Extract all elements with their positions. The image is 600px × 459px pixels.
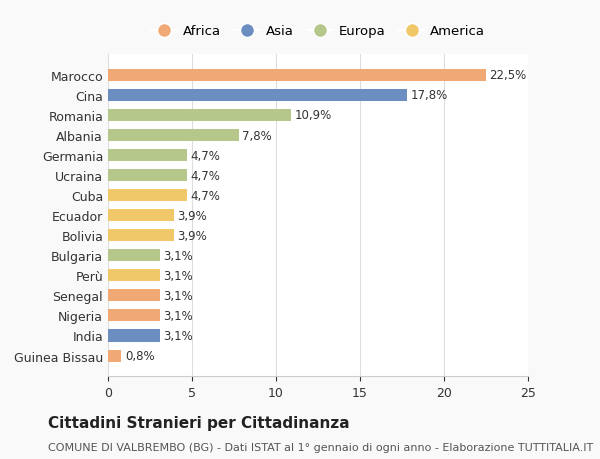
Bar bbox=[108, 210, 173, 222]
Bar bbox=[108, 270, 160, 282]
Bar bbox=[108, 90, 407, 102]
Text: 3,9%: 3,9% bbox=[177, 229, 206, 242]
Bar bbox=[108, 250, 160, 262]
Text: 0,8%: 0,8% bbox=[125, 349, 154, 362]
Text: 22,5%: 22,5% bbox=[490, 69, 527, 82]
Bar bbox=[108, 350, 121, 362]
Bar bbox=[108, 70, 486, 82]
Bar bbox=[108, 310, 160, 322]
Text: 4,7%: 4,7% bbox=[190, 189, 220, 202]
Bar bbox=[108, 330, 160, 342]
Legend: Africa, Asia, Europa, America: Africa, Asia, Europa, America bbox=[146, 20, 490, 44]
Bar bbox=[108, 130, 239, 142]
Bar bbox=[108, 150, 187, 162]
Text: COMUNE DI VALBREMBO (BG) - Dati ISTAT al 1° gennaio di ogni anno - Elaborazione : COMUNE DI VALBREMBO (BG) - Dati ISTAT al… bbox=[48, 442, 593, 452]
Text: 3,1%: 3,1% bbox=[163, 289, 193, 302]
Text: 4,7%: 4,7% bbox=[190, 169, 220, 182]
Bar bbox=[108, 290, 160, 302]
Text: 3,1%: 3,1% bbox=[163, 249, 193, 262]
Bar bbox=[108, 110, 291, 122]
Text: 3,1%: 3,1% bbox=[163, 329, 193, 342]
Text: Cittadini Stranieri per Cittadinanza: Cittadini Stranieri per Cittadinanza bbox=[48, 415, 350, 430]
Text: 4,7%: 4,7% bbox=[190, 149, 220, 162]
Text: 10,9%: 10,9% bbox=[295, 109, 332, 122]
Text: 3,9%: 3,9% bbox=[177, 209, 206, 222]
Bar bbox=[108, 170, 187, 182]
Text: 3,1%: 3,1% bbox=[163, 269, 193, 282]
Text: 3,1%: 3,1% bbox=[163, 309, 193, 322]
Bar bbox=[108, 190, 187, 202]
Bar bbox=[108, 230, 173, 242]
Text: 17,8%: 17,8% bbox=[410, 89, 448, 102]
Text: 7,8%: 7,8% bbox=[242, 129, 272, 142]
